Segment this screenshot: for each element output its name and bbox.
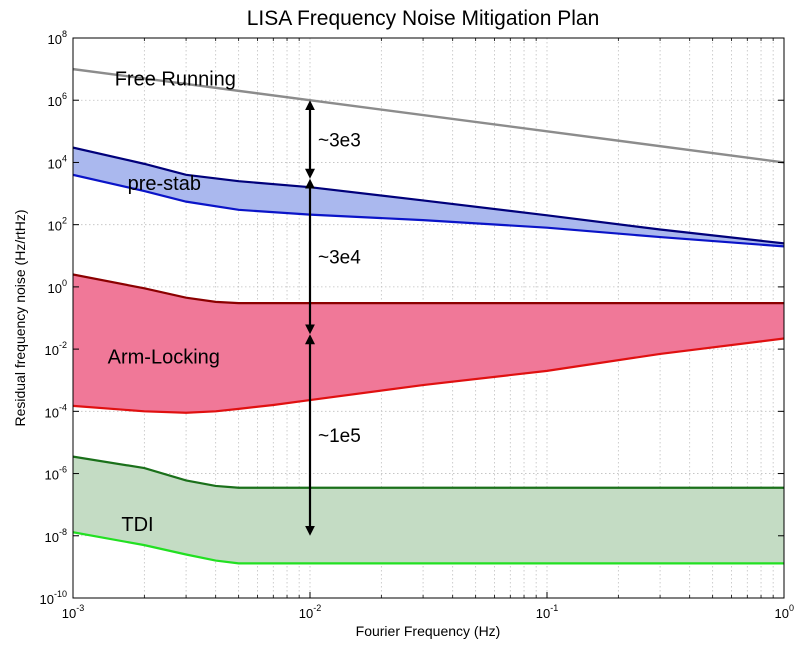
- y-tick-exponent: -4: [59, 402, 67, 412]
- tdi-label: TDI: [121, 514, 153, 536]
- free-running-label: Free Running: [115, 68, 236, 90]
- y-tick-base: 10: [48, 32, 62, 47]
- reduction-factor-label: ~1e5: [318, 426, 361, 447]
- y-tick-base: 10: [48, 219, 62, 234]
- chart-title: LISA Frequency Noise Mitigation Plan: [247, 7, 600, 30]
- reduction-factor-label: ~3e3: [318, 130, 361, 151]
- x-tick-exponent: -2: [313, 603, 321, 613]
- y-tick-base: 10: [40, 592, 54, 607]
- y-tick-base: 10: [48, 156, 62, 171]
- y-tick-base: 10: [45, 468, 59, 483]
- y-axis-label: Residual frequency noise (Hz/rtHz): [12, 209, 28, 426]
- x-tick-base: 10: [62, 606, 76, 621]
- y-tick-exponent: 0: [62, 278, 67, 288]
- y-tick-base: 10: [48, 281, 62, 296]
- x-tick-exponent: 0: [789, 603, 794, 613]
- series-layer: [73, 69, 784, 563]
- y-tick-label: 10-6: [45, 465, 67, 483]
- x-tick-label: 10-1: [536, 603, 558, 621]
- y-tick-label: 102: [48, 216, 67, 234]
- y-tick-label: 10-4: [45, 402, 67, 420]
- y-tick-label: 10-10: [40, 589, 67, 607]
- y-tick-label: 10-8: [45, 527, 67, 545]
- x-tick-exponent: -1: [550, 603, 558, 613]
- tdi-band-fill: [73, 457, 784, 564]
- y-tick-label: 104: [48, 153, 67, 171]
- y-tick-exponent: -8: [59, 527, 67, 537]
- x-tick-label: 10-3: [62, 603, 84, 621]
- x-tick-label: 10-2: [299, 603, 321, 621]
- y-tick-base: 10: [48, 94, 62, 109]
- x-tick-exponent: -3: [76, 603, 84, 613]
- y-tick-label: 106: [48, 91, 67, 109]
- x-tick-base: 10: [299, 606, 313, 621]
- reduction-factor-label: ~3e4: [318, 247, 361, 268]
- y-tick-exponent: 8: [62, 29, 67, 39]
- y-tick-label: 100: [48, 278, 67, 296]
- x-axis-label: Fourier Frequency (Hz): [356, 623, 501, 639]
- y-tick-exponent: -10: [54, 589, 67, 599]
- pre-stab-label: pre-stab: [128, 173, 201, 195]
- y-tick-label: 108: [48, 29, 67, 47]
- x-tick-base: 10: [775, 606, 789, 621]
- x-tick-base: 10: [536, 606, 550, 621]
- arm-locking-label: Arm-Locking: [108, 346, 220, 368]
- y-tick-exponent: 4: [62, 153, 67, 163]
- y-tick-base: 10: [45, 405, 59, 420]
- y-tick-exponent: 2: [62, 216, 67, 226]
- y-tick-base: 10: [45, 530, 59, 545]
- y-tick-exponent: -6: [59, 465, 67, 475]
- y-tick-exponent: -2: [59, 340, 67, 350]
- x-tick-label: 100: [775, 603, 794, 621]
- y-tick-exponent: 6: [62, 91, 67, 101]
- y-tick-base: 10: [45, 343, 59, 358]
- y-tick-label: 10-2: [45, 340, 67, 358]
